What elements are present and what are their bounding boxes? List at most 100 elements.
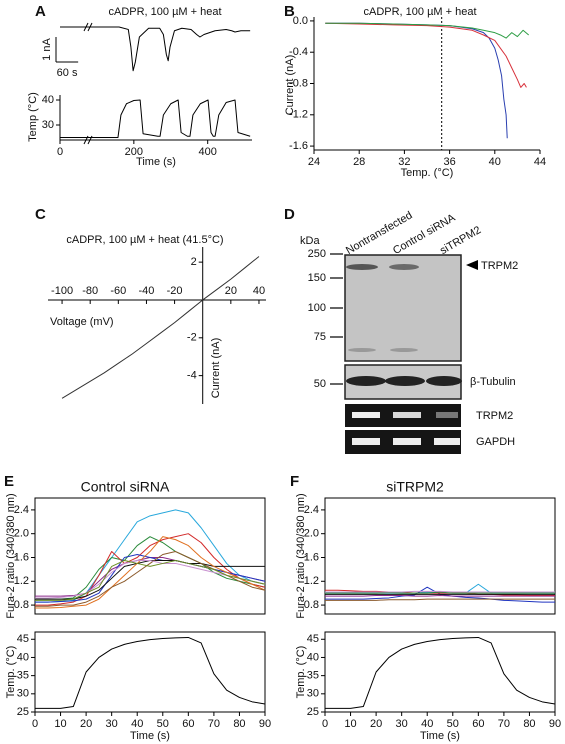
- y-tick-label: -0.4: [289, 46, 308, 58]
- y-tick-label: 30: [307, 688, 319, 700]
- x-tick-label: 0: [322, 718, 328, 730]
- x-tick-label: 20: [80, 718, 92, 730]
- plot-frame: [324, 631, 556, 713]
- scale-bar-label: 1 nA: [41, 38, 53, 61]
- plot-frame: [324, 497, 556, 615]
- x-tick-label: -80: [82, 285, 98, 297]
- data-line: [35, 636, 266, 709]
- data-line: [325, 636, 556, 709]
- data-line: [325, 22, 527, 88]
- x-tick-label: 40: [421, 718, 433, 730]
- scale-bar-label: 60 s: [57, 67, 78, 79]
- y-axis-label: Current (nA): [284, 55, 296, 116]
- panel-letter: B: [284, 3, 295, 20]
- x-axis-label: Time (s): [420, 730, 460, 742]
- data-line: [325, 590, 555, 593]
- x-tick-label: 30: [396, 718, 408, 730]
- x-tick-label: 60: [472, 718, 484, 730]
- marker-label: 250: [308, 248, 326, 260]
- plot-frame: [34, 497, 266, 615]
- y-tick-label: 2.0: [14, 528, 29, 540]
- panel-letter: C: [35, 206, 46, 223]
- chart-title: cADPR, 100 µM + heat (41.5°C): [66, 234, 223, 246]
- data-line: [61, 256, 260, 399]
- panel-letter: E: [4, 473, 14, 490]
- chart-title: cADPR, 100 µM + heat: [108, 6, 221, 18]
- data-line: [35, 536, 266, 600]
- y-tick-label: 2: [191, 256, 197, 268]
- panel-letter: D: [284, 206, 295, 223]
- x-tick-label: 90: [259, 718, 271, 730]
- x-axis-label: Temp. (°C): [401, 167, 454, 179]
- y-axis-label: Fura-2 ratio (340/380 nm): [5, 493, 17, 618]
- data-line: [325, 22, 508, 139]
- y-tick-label: -0.8: [289, 77, 308, 89]
- chart-title: Control siRNA: [81, 479, 170, 495]
- x-tick-label: 28: [353, 156, 365, 168]
- y-tick-label: 40: [17, 651, 29, 663]
- x-tick-label: -60: [110, 285, 126, 297]
- panel-letter: A: [35, 3, 46, 20]
- x-tick-label: 0: [57, 146, 63, 158]
- x-tick-label: 90: [549, 718, 561, 730]
- x-tick-label: 80: [523, 718, 535, 730]
- y-tick-label: 0.8: [14, 599, 29, 611]
- y-tick-label: 30: [42, 119, 54, 131]
- x-tick-label: 200: [125, 146, 143, 158]
- y-tick-label: 45: [307, 633, 319, 645]
- data-line: [60, 99, 251, 138]
- data-line: [35, 509, 266, 603]
- x-tick-label: 32: [398, 156, 410, 168]
- y-tick-label: 30: [17, 688, 29, 700]
- data-line: [60, 26, 251, 72]
- x-tick-label: -100: [51, 285, 73, 297]
- y-tick-label: 25: [17, 706, 29, 718]
- x-tick-label: 400: [199, 146, 217, 158]
- y-tick-label: -1.2: [289, 109, 308, 121]
- x-axis-label: Voltage (mV): [50, 316, 114, 328]
- x-tick-label: 80: [233, 718, 245, 730]
- data-line: [325, 589, 555, 597]
- x-tick-label: 50: [157, 718, 169, 730]
- plot-frame: [34, 631, 266, 713]
- x-tick-label: 10: [344, 718, 356, 730]
- y-tick-label: 1.2: [304, 575, 319, 587]
- x-tick-label: -20: [167, 285, 183, 297]
- x-tick-label: 20: [225, 285, 237, 297]
- marker-label: 100: [308, 302, 326, 314]
- band-label: TRPM2: [481, 260, 518, 272]
- y-tick-label: 1.2: [14, 575, 29, 587]
- band-label: β-Tubulin: [470, 376, 516, 388]
- data-line: [35, 533, 266, 606]
- marker-label: 75: [314, 331, 326, 343]
- y-tick-label: -1.6: [289, 140, 308, 152]
- y-axis-label: Current (nA): [210, 338, 222, 399]
- data-line: [35, 554, 266, 603]
- x-tick-label: 70: [208, 718, 220, 730]
- y-tick-label: 1.6: [304, 551, 319, 563]
- x-tick-label: 30: [106, 718, 118, 730]
- y-tick-label: 40: [307, 651, 319, 663]
- y-tick-label: 45: [17, 633, 29, 645]
- y-tick-label: -2: [187, 332, 197, 344]
- y-tick-label: 2.4: [304, 504, 319, 516]
- x-tick-label: 44: [534, 156, 546, 168]
- y-tick-label: 2.0: [304, 528, 319, 540]
- data-line: [325, 22, 530, 39]
- marker-label: 150: [308, 272, 326, 284]
- x-tick-label: 24: [308, 156, 320, 168]
- y-tick-label: 25: [307, 706, 319, 718]
- western-blot: kDa 250 150 100 75 50 Nontransfected Con…: [300, 209, 518, 454]
- y-tick-label: 40: [42, 94, 54, 106]
- band-label: GAPDH: [476, 436, 515, 448]
- data-line: [325, 598, 555, 601]
- y-tick-label: 35: [17, 670, 29, 682]
- x-tick-label: 60: [182, 718, 194, 730]
- kda-label: kDa: [300, 235, 320, 247]
- y-tick-label: 0.0: [293, 15, 308, 27]
- x-tick-label: 10: [54, 718, 66, 730]
- y-axis-label: Temp. (°C): [5, 646, 17, 699]
- y-tick-label: 35: [307, 670, 319, 682]
- x-tick-label: 20: [370, 718, 382, 730]
